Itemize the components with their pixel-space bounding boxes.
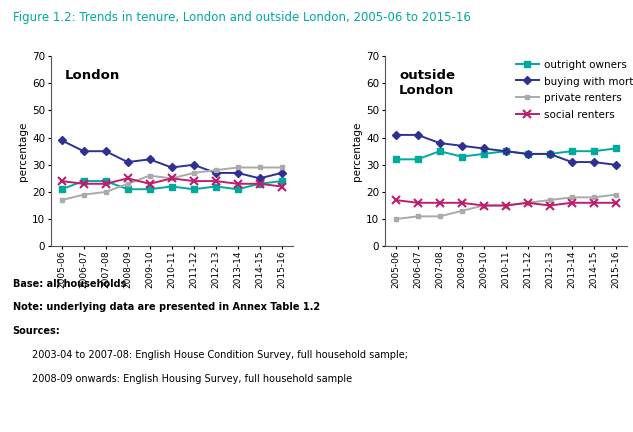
Y-axis label: percentage: percentage <box>18 121 28 181</box>
Legend: outright owners, buying with mortgage, private renters, social renters: outright owners, buying with mortgage, p… <box>516 60 633 120</box>
Y-axis label: percentage: percentage <box>352 121 362 181</box>
Text: Note: underlying data are presented in Annex Table 1.2: Note: underlying data are presented in A… <box>13 302 320 312</box>
Text: Base: all households: Base: all households <box>13 279 126 289</box>
Text: 2008-09 onwards: English Housing Survey, full household sample: 2008-09 onwards: English Housing Survey,… <box>32 374 352 384</box>
Text: London: London <box>65 70 120 83</box>
Text: 2003-04 to 2007-08: English House Condition Survey, full household sample;: 2003-04 to 2007-08: English House Condit… <box>32 350 408 360</box>
Text: Figure 1.2: Trends in tenure, London and outside London, 2005-06 to 2015-16: Figure 1.2: Trends in tenure, London and… <box>13 11 470 24</box>
Text: Sources:: Sources: <box>13 326 60 336</box>
Text: outside
London: outside London <box>399 70 455 98</box>
